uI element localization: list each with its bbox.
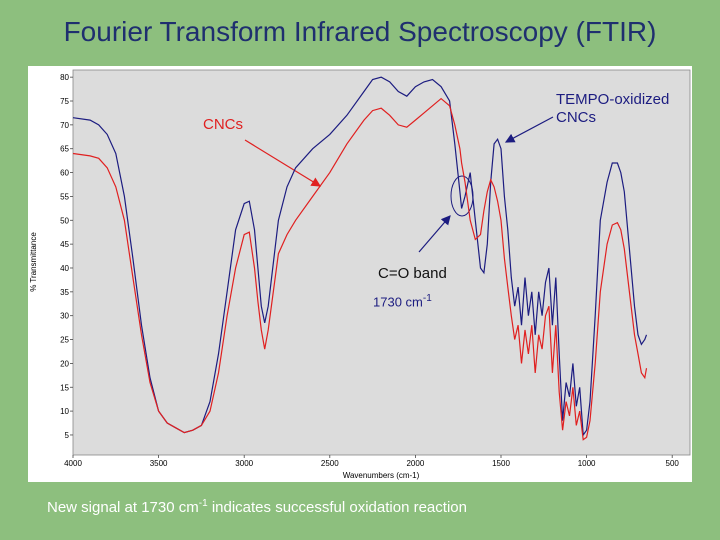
series-label: CNCs bbox=[203, 116, 243, 133]
footer-text: New signal at 1730 cm bbox=[47, 499, 199, 516]
y-tick-label: 75 bbox=[60, 97, 69, 106]
x-tick-label: 3000 bbox=[235, 459, 253, 468]
y-tick-label: 55 bbox=[60, 192, 69, 201]
y-tick-label: 70 bbox=[60, 121, 69, 130]
x-axis-label: Wavenumbers (cm-1) bbox=[343, 471, 420, 480]
x-tick-label: 1000 bbox=[578, 459, 596, 468]
arrow bbox=[418, 215, 451, 253]
x-tick-label: 4000 bbox=[64, 459, 82, 468]
x-tick-label: 500 bbox=[666, 459, 680, 468]
footer: New signal at 1730 cm-1 indicates succes… bbox=[47, 498, 467, 516]
slide-title: Fourier Transform Infrared Spectroscopy … bbox=[63, 16, 657, 47]
spectrum-line bbox=[72, 97, 648, 441]
x-tick-label: 3500 bbox=[150, 459, 168, 468]
y-tick-label: 60 bbox=[60, 169, 69, 178]
y-tick-label: 20 bbox=[60, 359, 69, 368]
x-tick-label: 1500 bbox=[492, 459, 510, 468]
annotation-sup: -1 bbox=[422, 293, 432, 304]
x-tick-label: 2000 bbox=[406, 459, 424, 468]
y-tick-label: 15 bbox=[60, 383, 69, 392]
annotation-text: 1730 cm bbox=[373, 294, 423, 310]
y-tick-label: 35 bbox=[60, 288, 69, 297]
footer-text: indicates successful oxidation reaction bbox=[207, 499, 467, 516]
y-tick-label: 45 bbox=[60, 240, 69, 249]
y-tick-label: 25 bbox=[60, 336, 69, 345]
annotation: C=O band bbox=[378, 265, 447, 282]
y-tick-label: 65 bbox=[60, 145, 69, 154]
y-tick-label: 80 bbox=[60, 73, 69, 82]
y-tick-label: 40 bbox=[60, 264, 69, 273]
arrow bbox=[244, 139, 322, 187]
y-axis-label: % Transmittance bbox=[29, 232, 38, 292]
y-tick-label: 5 bbox=[65, 431, 70, 440]
y-tick-label: 10 bbox=[60, 407, 69, 416]
plot-area bbox=[72, 69, 691, 456]
spectrum-line bbox=[72, 76, 648, 437]
x-tick-label: 2500 bbox=[321, 459, 339, 468]
footer-sup: -1 bbox=[198, 498, 208, 509]
y-tick-label: 50 bbox=[60, 216, 69, 225]
y-tick-label: 30 bbox=[60, 312, 69, 321]
annotation: 1730 cm-1 bbox=[373, 290, 432, 311]
arrow bbox=[504, 116, 554, 143]
series-label: TEMPO-oxidized CNCs bbox=[556, 91, 670, 126]
